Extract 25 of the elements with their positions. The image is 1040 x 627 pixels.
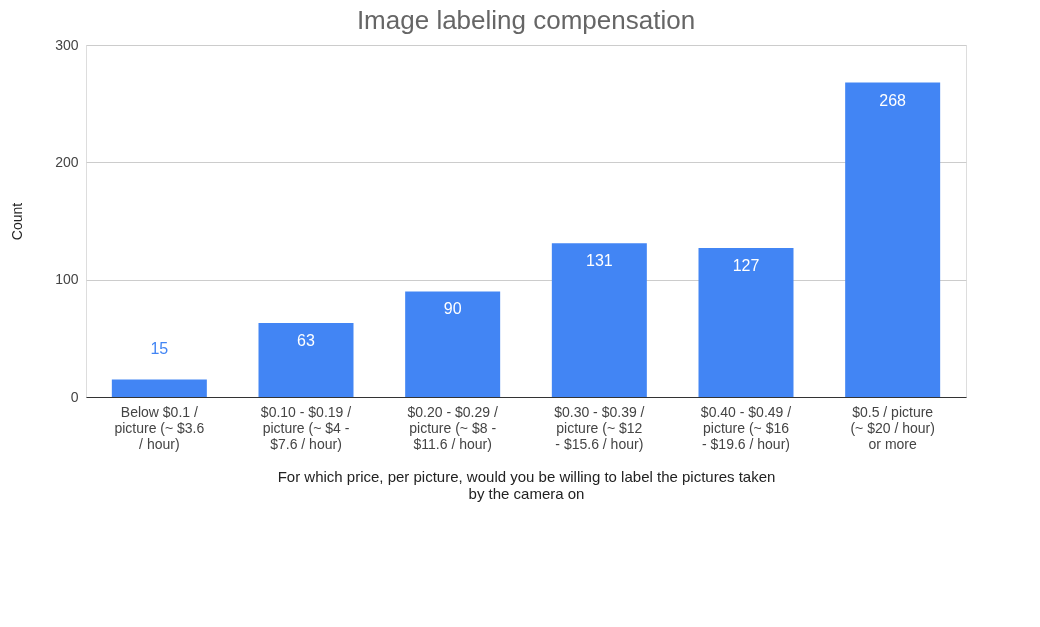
bar bbox=[258, 323, 354, 397]
x-tick-label: $0.10 - $0.19 / picture (~ $4 - $7.6 / hour) bbox=[260, 403, 352, 452]
bar bbox=[111, 379, 207, 397]
data-label: 90 bbox=[443, 300, 462, 318]
bar bbox=[698, 247, 794, 397]
chart-title: Image labeling compensation bbox=[356, 5, 696, 35]
data-label: 127 bbox=[732, 256, 760, 274]
data-label: 63 bbox=[297, 332, 315, 350]
x-tick-label: $0.20 - $0.29 / picture (~ $8 - $11.6 / hour) bbox=[407, 403, 498, 452]
bar bbox=[845, 82, 941, 397]
x-tick-label: Below $0.1 / picture (~ $3.6 / hour) bbox=[114, 403, 205, 452]
data-label: 131 bbox=[585, 252, 613, 270]
y-tick-label: 0 bbox=[70, 388, 79, 405]
y-tick-label: 200 bbox=[55, 153, 79, 170]
y-axis-title: Count bbox=[9, 202, 26, 241]
x-tick-label: $0.30 - $0.39 / picture (~ $12 - $15.6 / hour) bbox=[554, 403, 645, 452]
x-tick-label: $0.40 - $0.49 / picture (~ $16 - $19.6 / hour) bbox=[700, 403, 792, 452]
y-tick-label: 100 bbox=[55, 271, 79, 288]
data-label: 268 bbox=[879, 91, 907, 109]
bar bbox=[551, 243, 647, 397]
bar bbox=[405, 291, 501, 397]
data-label: 15 bbox=[150, 340, 169, 358]
y-tick-label: 300 bbox=[55, 36, 79, 53]
x-axis-title: For which price, per picture, would you be willing to label the pictures taken by the camera on bbox=[277, 467, 776, 502]
x-tick-label: $0.5 / picture (~ $20 / hour) or more bbox=[850, 403, 935, 452]
